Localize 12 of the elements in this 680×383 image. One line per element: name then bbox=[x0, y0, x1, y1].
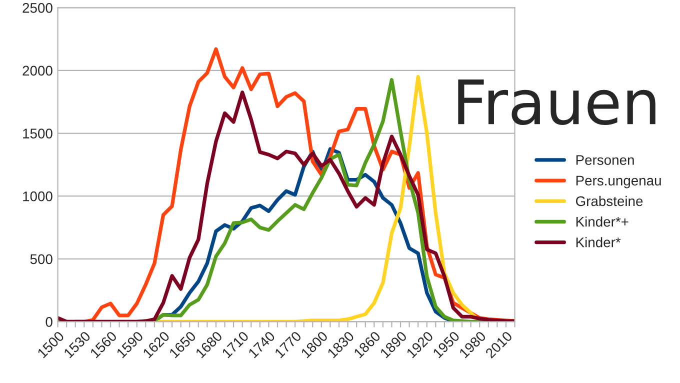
legend-label: Grabsteine bbox=[576, 196, 643, 206]
y-tick-label: 0 bbox=[46, 317, 52, 327]
y-tick-label: 2000 bbox=[22, 66, 52, 76]
legend-label: Pers.ungenau bbox=[576, 176, 661, 188]
text: Frauen bbox=[458, 80, 656, 125]
y-tick-label: 500 bbox=[30, 254, 52, 264]
legend-label: Kinder*+ bbox=[576, 216, 628, 227]
legend-label: Kinder* bbox=[576, 237, 621, 248]
legend-label: Personen bbox=[576, 155, 634, 165]
y-tick-label: 1000 bbox=[23, 191, 52, 202]
y-tick-label: 1500 bbox=[23, 128, 52, 138]
y-tick-label: 2500 bbox=[22, 2, 52, 13]
